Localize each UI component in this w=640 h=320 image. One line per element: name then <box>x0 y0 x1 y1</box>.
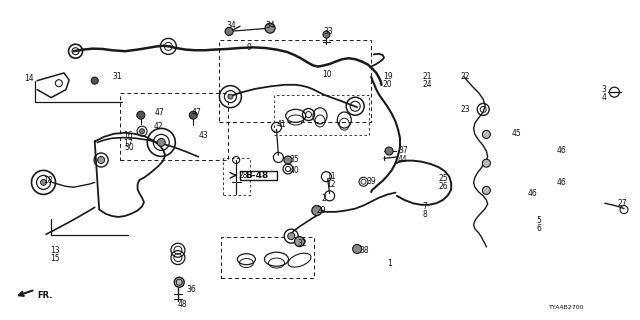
Text: 15: 15 <box>50 254 60 263</box>
Text: 47: 47 <box>155 108 164 117</box>
Circle shape <box>189 111 197 119</box>
Text: 34: 34 <box>266 21 275 30</box>
Text: B-48: B-48 <box>245 171 268 180</box>
Text: 31: 31 <box>112 72 122 81</box>
Circle shape <box>92 77 98 84</box>
Text: 40: 40 <box>289 166 299 175</box>
Text: 48: 48 <box>178 300 188 309</box>
Circle shape <box>288 233 294 240</box>
Text: 46: 46 <box>557 146 566 155</box>
Text: 36: 36 <box>187 285 196 294</box>
Text: 41: 41 <box>276 120 286 129</box>
Text: TYA4B2700: TYA4B2700 <box>549 305 584 310</box>
Text: 10: 10 <box>323 70 332 79</box>
Text: 11: 11 <box>326 172 336 181</box>
Text: 27: 27 <box>618 199 627 208</box>
Text: 7: 7 <box>422 202 428 211</box>
Text: 26: 26 <box>438 182 448 191</box>
Text: 35: 35 <box>289 155 299 164</box>
Text: FR.: FR. <box>37 292 52 300</box>
Text: 25: 25 <box>438 174 448 183</box>
Text: 46: 46 <box>528 189 538 198</box>
Circle shape <box>323 31 330 38</box>
Text: 5: 5 <box>536 216 541 225</box>
Text: 29: 29 <box>317 206 326 215</box>
Text: 6: 6 <box>536 224 541 233</box>
Text: 3: 3 <box>602 85 607 94</box>
Text: 44: 44 <box>398 155 408 164</box>
Text: 47: 47 <box>192 108 202 117</box>
Bar <box>120 93 228 160</box>
Circle shape <box>483 159 490 167</box>
Circle shape <box>98 156 104 164</box>
Text: 18: 18 <box>44 176 53 185</box>
Circle shape <box>312 205 322 216</box>
Bar <box>274 95 369 135</box>
Text: 14: 14 <box>24 74 34 83</box>
Text: 21: 21 <box>422 72 432 81</box>
Circle shape <box>174 277 184 287</box>
Text: 2: 2 <box>322 194 326 203</box>
Text: 20: 20 <box>383 80 392 89</box>
Circle shape <box>265 23 275 33</box>
Text: 22: 22 <box>461 72 470 81</box>
Text: 16: 16 <box>124 131 133 140</box>
Text: 8: 8 <box>422 210 427 219</box>
Text: 9: 9 <box>246 43 252 52</box>
Text: 33: 33 <box>323 28 333 36</box>
Circle shape <box>284 156 292 164</box>
Circle shape <box>294 236 305 247</box>
Text: 17: 17 <box>124 139 133 148</box>
Text: 32: 32 <box>298 239 307 248</box>
Text: 28: 28 <box>238 172 248 180</box>
Circle shape <box>385 147 393 155</box>
Circle shape <box>140 129 145 134</box>
Text: 43: 43 <box>198 131 208 140</box>
Text: 12: 12 <box>326 180 336 189</box>
Text: 19: 19 <box>383 72 392 81</box>
Text: 1: 1 <box>387 260 392 268</box>
Text: 46: 46 <box>557 178 566 187</box>
Text: 42: 42 <box>154 122 163 131</box>
Bar <box>221 237 314 278</box>
Bar <box>223 158 250 195</box>
Text: 4: 4 <box>602 93 607 102</box>
Circle shape <box>225 28 233 36</box>
Circle shape <box>228 94 233 99</box>
Text: 13: 13 <box>50 246 60 255</box>
Text: 38: 38 <box>360 246 369 255</box>
Circle shape <box>157 138 165 146</box>
Text: 34: 34 <box>226 21 236 30</box>
Bar <box>240 171 277 180</box>
Circle shape <box>137 111 145 119</box>
Text: 24: 24 <box>422 80 432 89</box>
Circle shape <box>483 130 490 138</box>
Text: 45: 45 <box>512 129 522 138</box>
Circle shape <box>353 244 362 253</box>
Circle shape <box>483 186 490 194</box>
Text: 39: 39 <box>366 177 376 186</box>
Text: 37: 37 <box>398 146 408 155</box>
Text: 30: 30 <box>125 143 134 152</box>
Text: 23: 23 <box>461 105 470 114</box>
Circle shape <box>40 180 47 185</box>
Bar <box>219 40 371 122</box>
